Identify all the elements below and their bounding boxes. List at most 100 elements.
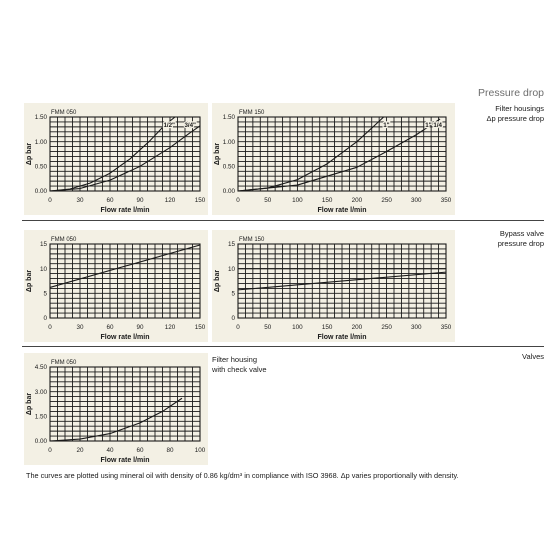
bypass-valve-title: Bypass valve: [499, 229, 544, 238]
x-tick-label: 350: [441, 324, 452, 331]
series-label: 3/4": [184, 122, 196, 129]
y-axis-label: Δp bar: [26, 270, 33, 292]
section-divider-2: [22, 346, 544, 347]
plot-frame: [49, 116, 201, 192]
x-tick-label: 90: [136, 197, 144, 204]
section-heading: Pressure drop: [478, 87, 544, 99]
x-tick-label: 30: [76, 324, 84, 331]
x-axis-label: Flow rate l/min: [317, 207, 366, 214]
x-tick-label: 50: [264, 324, 272, 331]
x-tick-label: 300: [411, 197, 422, 204]
chart-title: FMM 050: [51, 360, 77, 366]
x-tick-label: 150: [322, 324, 333, 331]
x-tick-label: 150: [322, 197, 333, 204]
x-tick-label: 300: [411, 324, 422, 331]
x-tick-label: 60: [136, 447, 144, 454]
series-line: [49, 244, 201, 288]
chart-bypass-050: FMM 050 0 30 60 90 120 150 0 5 10 15 Flow rate l/mi…: [26, 237, 206, 341]
x-tick-label: 250: [381, 197, 392, 204]
y-tick-label: 0.00: [223, 188, 236, 195]
y-tick-label: 1.50: [223, 114, 236, 121]
series-label: 1": [383, 122, 389, 129]
check-valve-line-2: with check valve: [212, 364, 267, 374]
valves-label: Valves: [522, 352, 544, 361]
x-tick-label: 60: [106, 197, 114, 204]
y-tick-label: 0.00: [35, 188, 48, 195]
plot-frame: [49, 366, 201, 442]
series-line: [237, 271, 447, 291]
plot-frame: [49, 243, 201, 319]
y-tick-label: 1.50: [35, 114, 48, 121]
x-tick-label: 40: [106, 447, 114, 454]
x-tick-label: 200: [352, 197, 363, 204]
bypass-valve-label: Bypass valve pressure drop: [498, 229, 544, 248]
y-tick-label: 0.50: [35, 164, 48, 171]
section-divider-1: [22, 220, 544, 221]
x-tick-label: 50: [264, 197, 272, 204]
y-tick-label: 10: [40, 266, 48, 273]
y-axis-label: Δp bar: [214, 143, 221, 165]
x-tick-label: 150: [195, 197, 206, 204]
x-tick-label: 0: [48, 447, 52, 454]
x-tick-label: 80: [166, 447, 174, 454]
x-tick-label: 150: [195, 324, 206, 331]
x-tick-label: 200: [352, 324, 363, 331]
y-tick-label: 10: [228, 266, 236, 273]
chart-title: FMM 150: [239, 110, 265, 116]
chart-title: FMM 050: [51, 110, 77, 116]
y-tick-label: 5: [231, 291, 235, 298]
x-axis-label: Flow rate l/min: [317, 334, 366, 341]
chart-panel-check-valve-050: FMM 050 0 20 40 60 80 100 0.00 1.50 3.00 4.50 Flow …: [24, 353, 208, 465]
x-axis-label: Flow rate l/min: [100, 334, 149, 341]
x-tick-label: 120: [165, 197, 176, 204]
series-line: [49, 125, 201, 192]
series-line: [49, 116, 176, 192]
x-tick-label: 100: [195, 447, 206, 454]
x-tick-label: 0: [236, 197, 240, 204]
chart-filter-050: FMM 050 0 30 60 90 120 150 0.00 0.50 1.00 1.50 Flow…: [26, 110, 206, 214]
x-axis-label: Flow rate l/min: [100, 457, 149, 464]
y-axis-label: Δp bar: [214, 270, 221, 292]
chart-check-valve-050: FMM 050 0 20 40 60 80 100 0.00 1.50 3.00 4.50 Flow …: [26, 360, 206, 464]
chart-bypass-150: FMM 150 0 50 100 150 200 250 300 350 0 5 10 15 Flow r…: [214, 237, 452, 341]
check-valve-line-1: Filter housing: [212, 355, 258, 364]
x-tick-label: 120: [165, 324, 176, 331]
y-tick-label: 4.50: [35, 364, 48, 371]
series-line: [237, 118, 441, 192]
series-label: 1" 1/4: [425, 122, 442, 129]
chart-filter-150: FMM 150 0 50 100 150 200 250 300 350 0.00 0.50 1.00…: [214, 110, 452, 214]
check-valve-label: Filter housing with check valve: [212, 355, 267, 374]
chart-panel-bypass-150: FMM 150 0 50 100 150 200 250 300 350 0 5 10 15 Flow r…: [212, 230, 455, 342]
x-tick-label: 0: [236, 324, 240, 331]
plot-frame: [237, 116, 447, 192]
x-axis-label: Flow rate l/min: [100, 207, 149, 214]
x-tick-label: 20: [76, 447, 84, 454]
y-tick-label: 15: [228, 241, 236, 248]
series-label: 1/2": [163, 122, 175, 129]
x-tick-label: 60: [106, 324, 114, 331]
filter-housings-label: Filter housings Δp pressure drop: [486, 104, 544, 123]
y-tick-label: 0.50: [223, 164, 236, 171]
chart-panel-filter-150: FMM 150 0 50 100 150 200 250 300 350 0.00 0.50 1.00…: [212, 103, 455, 215]
y-tick-label: 15: [40, 241, 48, 248]
y-tick-label: 1.00: [35, 139, 48, 146]
plot-frame: [237, 243, 447, 319]
y-tick-label: 3.00: [35, 389, 48, 396]
bypass-valve-subtitle: pressure drop: [497, 238, 544, 248]
chart-panel-filter-050: FMM 050 0 30 60 90 120 150 0.00 0.50 1.00 1.50 Flow…: [24, 103, 208, 215]
y-tick-label: 5: [43, 291, 47, 298]
chart-title: FMM 150: [239, 237, 265, 243]
chart-title: FMM 050: [51, 237, 77, 243]
y-tick-label: 1.00: [223, 139, 236, 146]
filter-housings-subtitle: Δp pressure drop: [486, 113, 544, 123]
y-tick-label: 0: [231, 315, 235, 322]
x-tick-label: 90: [136, 324, 144, 331]
series-line: [49, 397, 183, 442]
y-axis-label: Δp bar: [26, 393, 33, 415]
x-tick-label: 0: [48, 197, 52, 204]
x-tick-label: 100: [292, 197, 303, 204]
footnote: The curves are plotted using mineral oil…: [26, 471, 459, 480]
x-tick-label: 0: [48, 324, 52, 331]
x-tick-label: 350: [441, 197, 452, 204]
y-axis-label: Δp bar: [26, 143, 33, 165]
